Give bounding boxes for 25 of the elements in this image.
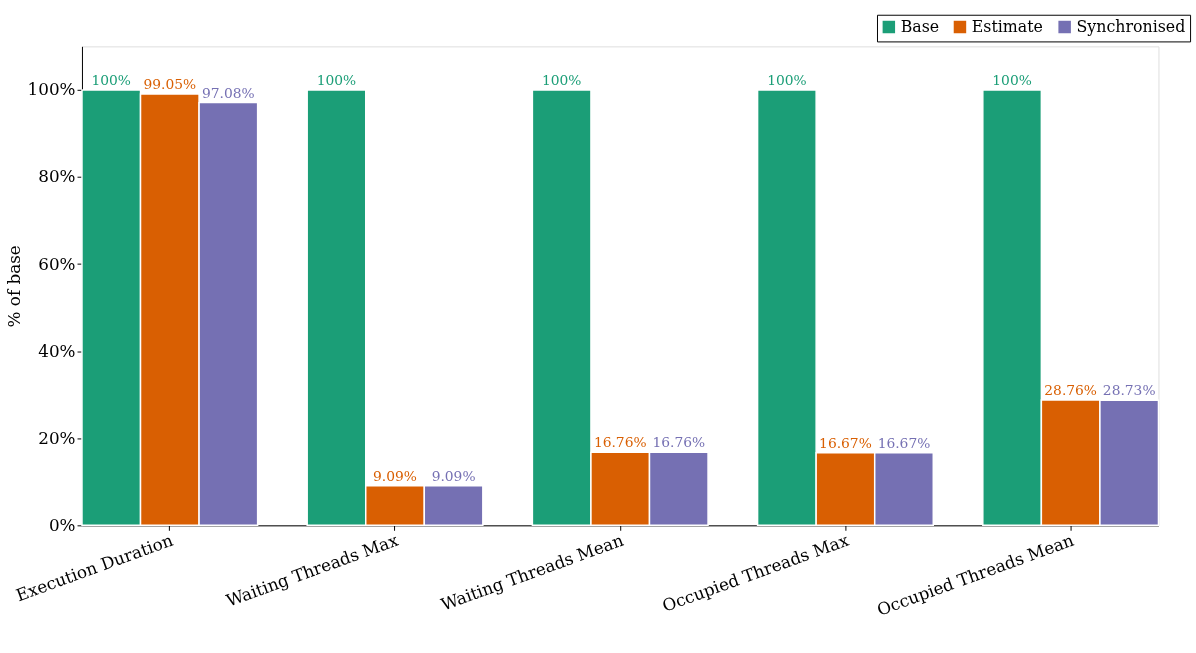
legend-label: Synchronised — [1076, 17, 1186, 36]
data-label: 99.05% — [143, 76, 197, 93]
data-label: 100% — [91, 71, 131, 88]
data-label: 16.76% — [593, 434, 647, 451]
y-tick-label: 80% — [38, 166, 76, 187]
data-label: 100% — [316, 71, 357, 88]
data-label: 9.09% — [431, 467, 476, 484]
data-label: 16.67% — [819, 434, 872, 451]
data-label: 97.08% — [202, 84, 255, 101]
data-label: 100% — [541, 71, 582, 88]
data-label: 100% — [767, 71, 807, 88]
data-label: 9.09% — [373, 467, 417, 484]
y-tick-label: 20% — [38, 427, 76, 448]
y-tick-label: 0% — [48, 514, 76, 535]
data-label: 16.67% — [877, 434, 931, 451]
data-label: 28.76% — [1044, 382, 1097, 399]
y-tick-label: 100% — [27, 79, 76, 100]
y-tick-label: 60% — [38, 253, 76, 274]
y-tick-label: 40% — [38, 340, 76, 361]
legend-label: Estimate — [971, 17, 1043, 36]
data-label: 16.76% — [652, 434, 706, 451]
y-axis-title: % of base — [3, 245, 24, 328]
data-label: 100% — [992, 71, 1032, 88]
data-label: 28.73% — [1102, 382, 1156, 399]
legend-label: Base — [900, 17, 940, 36]
